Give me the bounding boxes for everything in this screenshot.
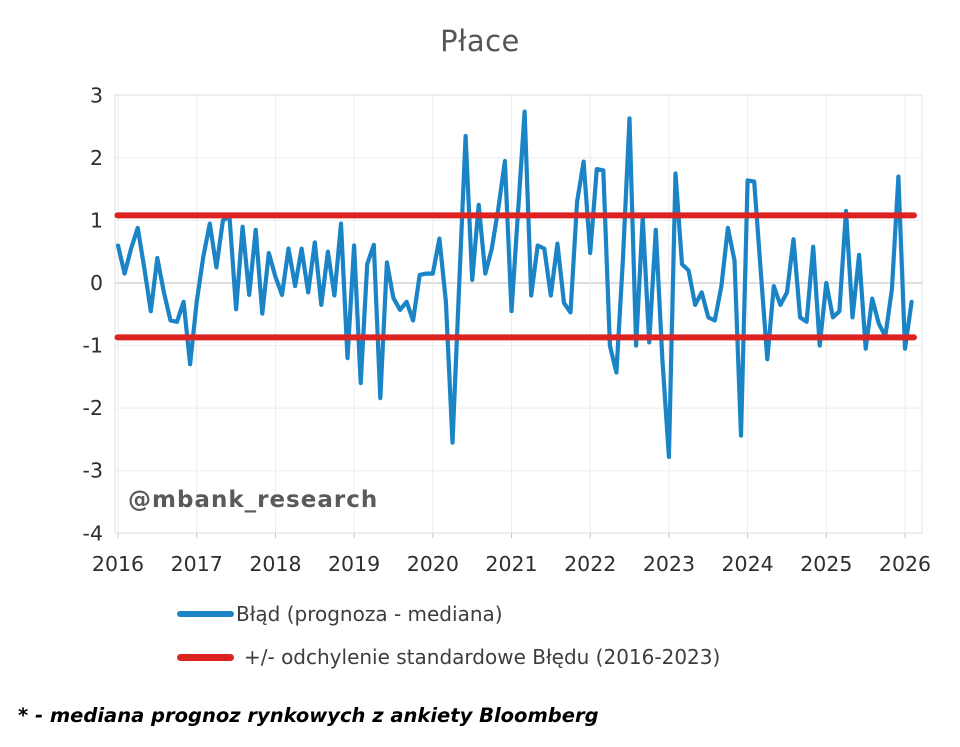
y-tick-label: 3 [90,83,103,107]
watermark: @mbank_research [128,487,379,513]
y-tick-label: -2 [83,396,103,420]
x-tick-label: 2022 [564,552,616,576]
x-tick-label: 2019 [328,552,380,576]
x-tick-label: 2020 [407,552,459,576]
legend-swatch-red-line [177,653,234,661]
x-tick-label: 2017 [171,552,223,576]
legend-item-stddev-line: +/- odchylenie standardowe Błędu (2016-2… [177,644,720,670]
y-tick-label: -1 [83,334,103,358]
error-line-series [115,109,914,459]
x-tick-label: 2026 [879,552,931,576]
legend-item-error-line: Błąd (prognoza - mediana) [177,601,720,627]
plot-canvas: 3 2 1 0 -1 -2 -3 -4 2016 2017 2018 2019 2020 2021 2022… [83,83,932,576]
chart-title: Płace [440,24,520,58]
legend: Błąd (prognoza - mediana) +/- odchylenie… [177,601,720,687]
legend-label-stddev: +/- odchylenie standardowe Błędu (2016-2… [244,645,721,669]
x-tick-label: 2021 [485,552,537,576]
x-tick-label: 2024 [722,552,774,576]
legend-swatch-blue-line [177,611,234,617]
y-tick-label: 0 [90,271,103,295]
plot-border [114,94,923,534]
x-tick-label: 2025 [800,552,852,576]
x-tick-label: 2023 [643,552,695,576]
y-tick-label: -4 [83,521,103,545]
x-tick-label: 2016 [92,552,144,576]
footnote: * - mediana prognoz rynkowych z ankiety … [18,704,599,727]
y-tick-label: 1 [90,208,103,232]
legend-label-error: Błąd (prognoza - mediana) [236,602,503,626]
y-tick-label: 2 [90,146,103,170]
x-tick-label: 2018 [249,552,301,576]
y-tick-label: -3 [83,459,103,483]
